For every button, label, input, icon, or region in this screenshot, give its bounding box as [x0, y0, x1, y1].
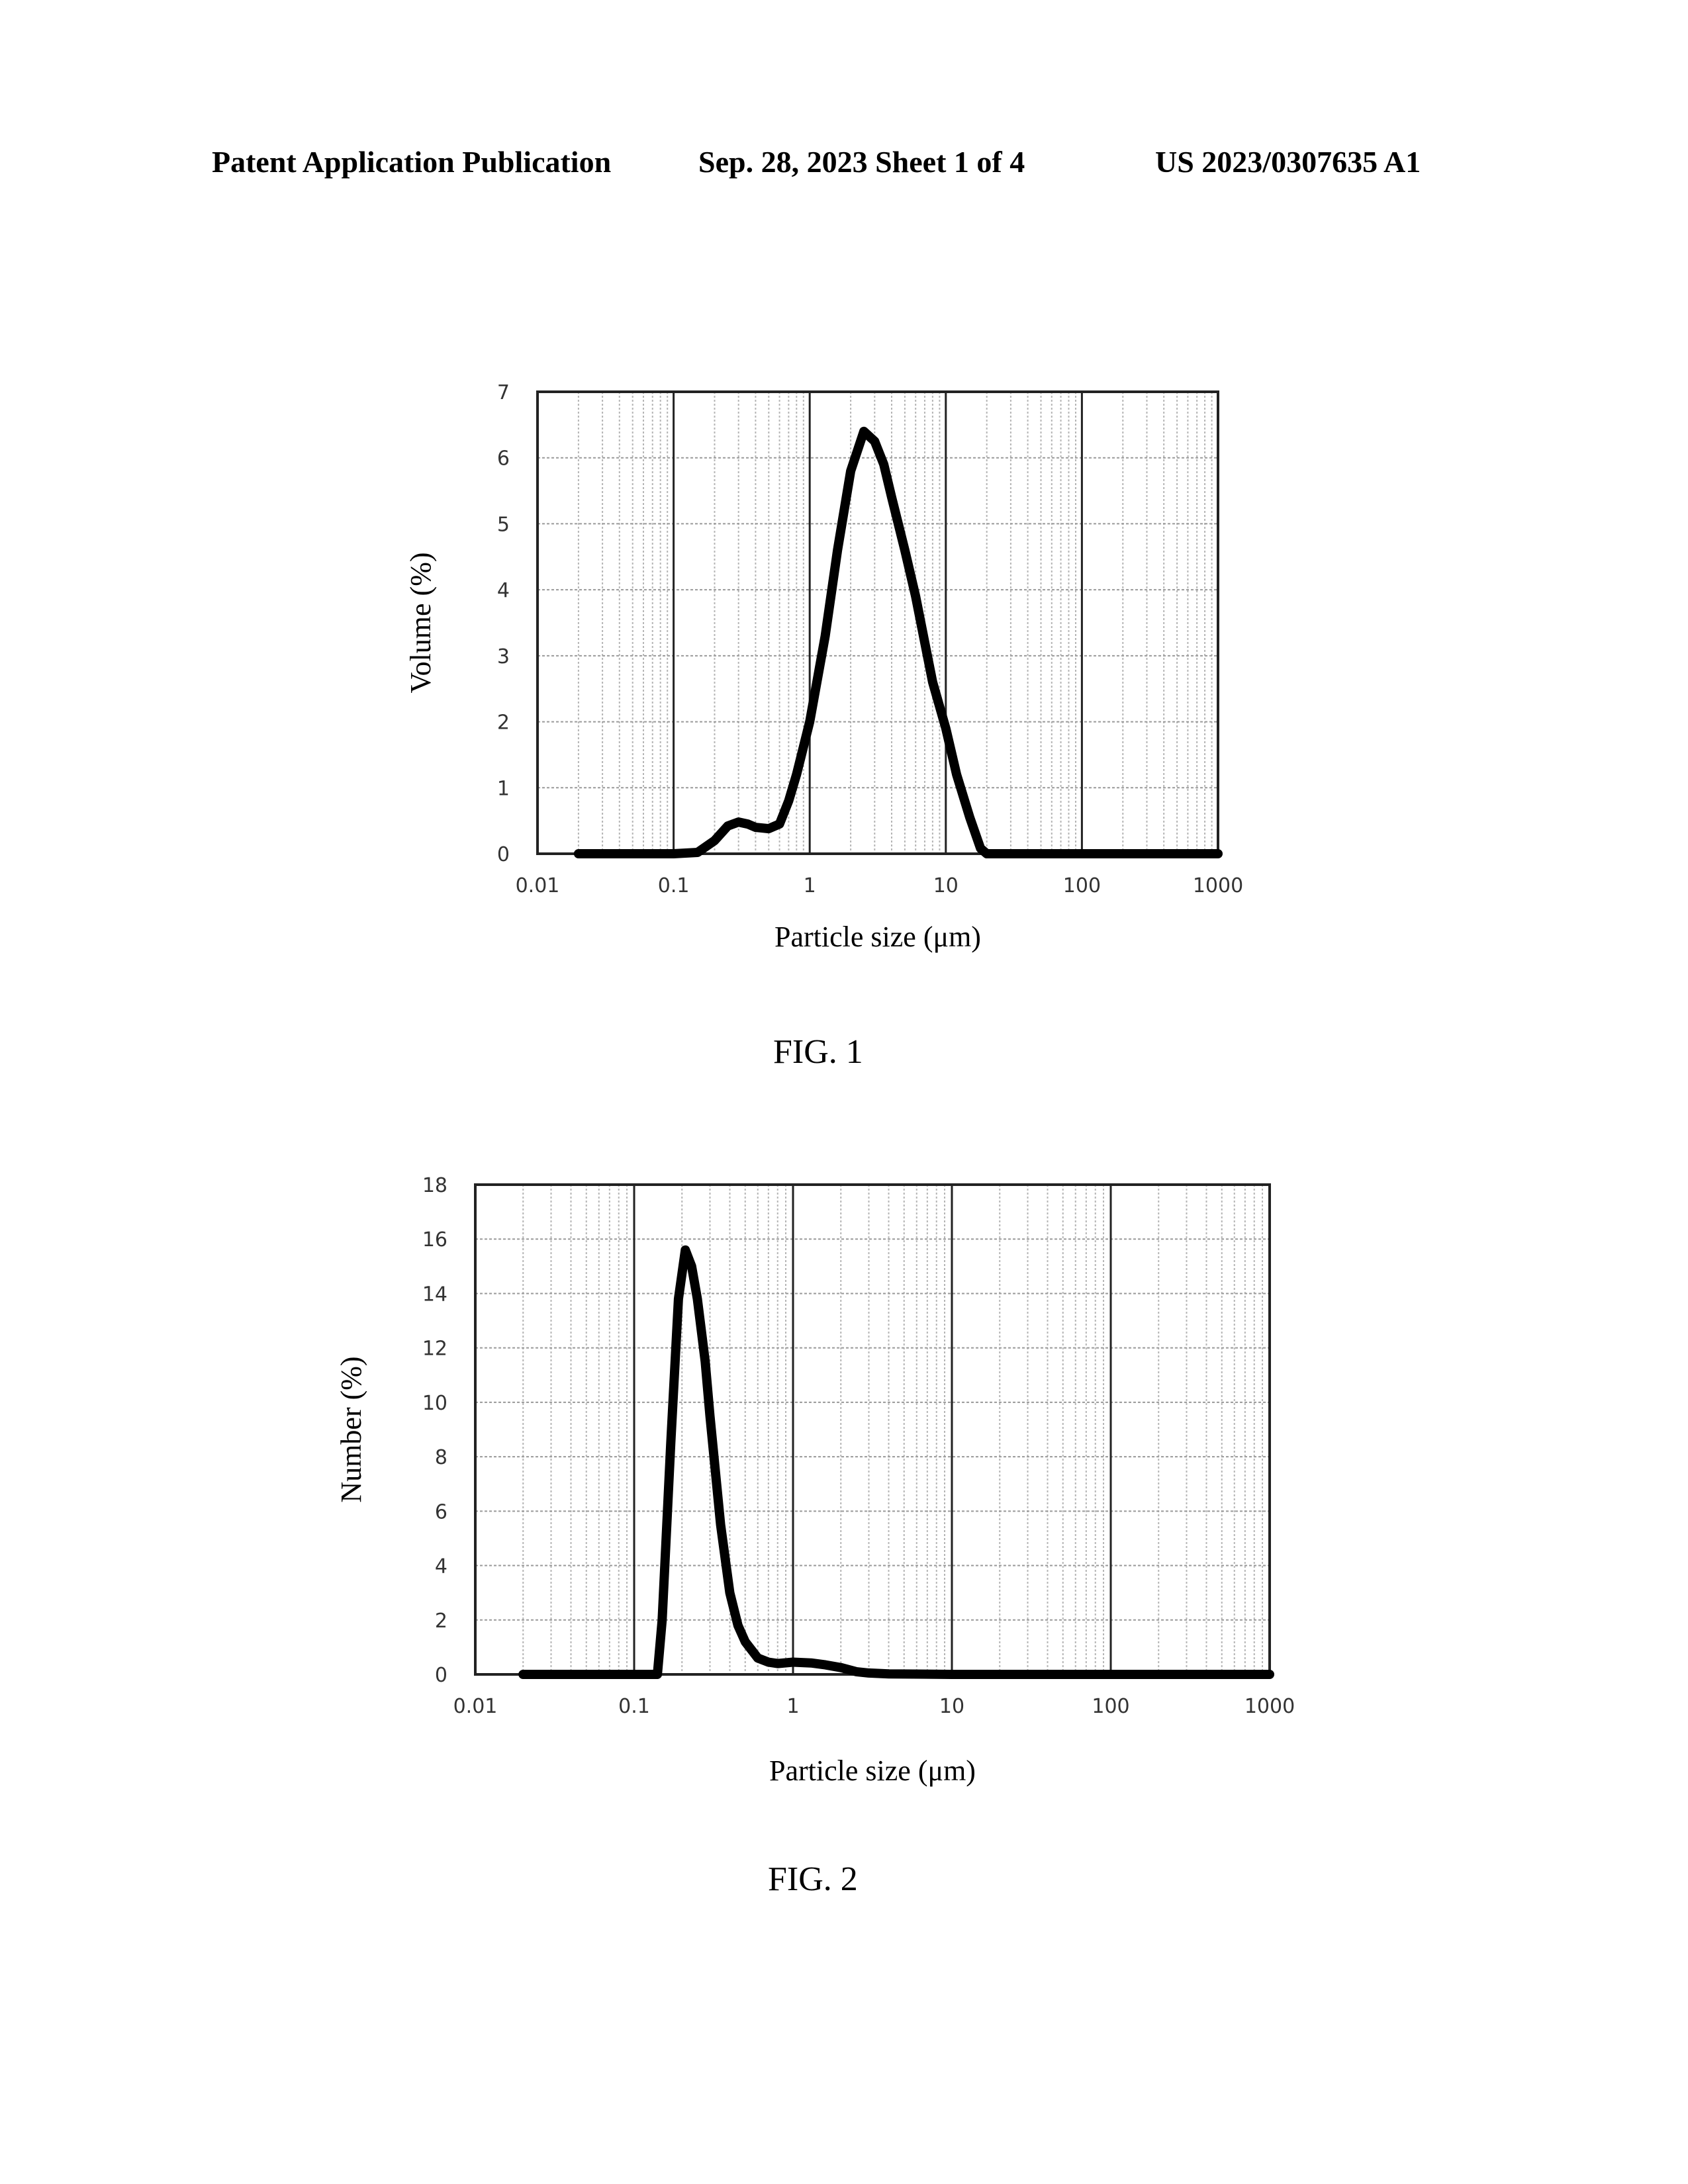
y-tick-label: 12 [422, 1338, 447, 1361]
y-tick-label: 0 [497, 843, 510, 866]
fig1-volume-chart: 0.01 0.1 1 10 100 1000 0 1 2 3 4 5 6 7 Particle size (… [404, 381, 1243, 953]
fig2-caption: FIG. 2 [768, 1860, 858, 1898]
y-axis-label: Volume (%) [404, 552, 437, 693]
y-tick-label: 4 [497, 579, 510, 602]
x-tick-label: 0.01 [453, 1695, 498, 1718]
y-tick-label: 2 [497, 711, 510, 735]
grid [536, 391, 1219, 854]
series-line [573, 426, 1223, 858]
header-patent-number: US 2023/0307635 A1 [1155, 145, 1421, 179]
x-tick-label: 1 [786, 1695, 799, 1718]
fig2-number-chart: 0.01 0.1 1 10 100 1000 0 2 4 6 8 10 12 14 16 18 Particle… [335, 1174, 1295, 1787]
fig1-caption: FIG. 1 [773, 1033, 863, 1071]
y-tick-label: 10 [422, 1392, 447, 1415]
plot-frame [536, 390, 1219, 855]
x-tick-label: 10 [933, 874, 959, 897]
y-axis-label: Number (%) [335, 1356, 367, 1502]
x-axis-label: Particle size (μm) [769, 1754, 976, 1787]
x-tick-label: 100 [1092, 1695, 1129, 1718]
y-tick-label: 6 [497, 447, 510, 471]
y-tick-label: 6 [435, 1500, 447, 1524]
x-tick-label: 0.01 [516, 874, 560, 897]
y-tick-label: 3 [497, 645, 510, 668]
x-axis-label: Particle size (μm) [774, 921, 981, 953]
y-tick-label: 16 [422, 1228, 447, 1251]
y-tick-label: 14 [422, 1283, 447, 1306]
series-line [518, 1245, 1274, 1679]
plot-frame [474, 1183, 1271, 1676]
y-tick-label: 1 [497, 777, 510, 800]
x-tick-label: 0.1 [658, 874, 690, 897]
header-date-sheet: Sep. 28, 2023 Sheet 1 of 4 [698, 145, 1025, 179]
x-tick-label: 0.1 [618, 1695, 650, 1718]
y-tick-label: 2 [435, 1610, 447, 1633]
y-tick-label: 7 [497, 381, 510, 404]
x-tick-label: 100 [1063, 874, 1101, 897]
y-tick-label: 8 [435, 1446, 447, 1469]
header-publication-label: Patent Application Publication [212, 145, 612, 179]
y-tick-label: 0 [435, 1664, 447, 1687]
y-tick-label: 18 [422, 1174, 447, 1197]
x-tick-label: 1 [804, 874, 816, 897]
x-tick-label: 10 [939, 1695, 964, 1718]
x-tick-label: 1000 [1193, 874, 1243, 897]
y-tick-label: 4 [435, 1555, 447, 1578]
grid [474, 1184, 1271, 1675]
x-tick-label: 1000 [1244, 1695, 1295, 1718]
y-tick-label: 5 [497, 513, 510, 536]
